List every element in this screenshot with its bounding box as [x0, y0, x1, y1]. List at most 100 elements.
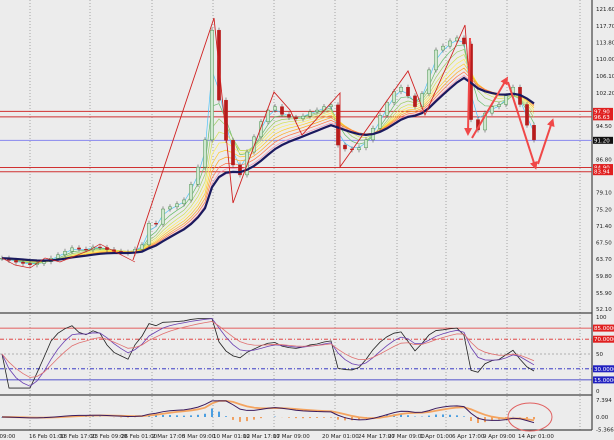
price-axis-label: 121.60	[596, 7, 614, 13]
time-axis-label: 12 Mar 17:00	[243, 434, 280, 440]
price-axis-label: 63.70	[596, 257, 612, 263]
rsi-level-badge	[593, 335, 614, 343]
trend-arrow	[537, 118, 555, 165]
macd-histogram-bar	[169, 415, 171, 417]
rsi-level-label: 70.0000	[594, 337, 614, 343]
rsi-axis-label: 100	[596, 315, 607, 321]
candle	[504, 95, 508, 105]
macd-histogram-bar	[309, 417, 311, 419]
candle	[490, 106, 494, 114]
candle	[294, 117, 298, 119]
price-level-label: 97.90	[594, 109, 610, 115]
candle	[154, 223, 158, 225]
trend-arrow	[464, 37, 473, 136]
price-level-badge	[593, 136, 613, 144]
rsi-level-badge	[593, 324, 614, 332]
candle	[329, 104, 333, 107]
rsi-line	[1, 321, 535, 378]
candle	[287, 114, 291, 118]
time-axis-label: 27 Mar 09:00	[388, 434, 425, 440]
price-axis-label: 86.80	[596, 157, 612, 163]
rsi-line	[1, 318, 535, 389]
macd-histogram-bar	[183, 415, 185, 417]
macd-histogram-bar	[428, 415, 430, 417]
candle	[378, 115, 382, 129]
price-axis-label: 75.20	[596, 207, 612, 213]
candle	[392, 91, 396, 103]
price-axis-label: 59.80	[596, 274, 612, 280]
candle	[308, 111, 312, 117]
rsi-level-badge	[593, 376, 614, 384]
macd-histogram-bar	[533, 417, 535, 420]
macd-histogram-bar	[316, 417, 318, 418]
rsi-level-label: 85.0000	[594, 326, 614, 332]
time-axis-label: 20 Mar 01:00	[322, 434, 359, 440]
macd-histogram-bar	[442, 414, 444, 417]
candle	[497, 104, 501, 107]
macd-histogram-bar	[435, 414, 437, 417]
macd-histogram-bar	[526, 417, 528, 419]
macd-signal-line	[1, 399, 535, 422]
macd-histogram-bar	[477, 417, 479, 424]
candle	[441, 45, 445, 51]
candle	[273, 106, 277, 111]
macd-histogram-bar	[190, 415, 192, 417]
candle	[140, 244, 144, 250]
candle	[532, 125, 536, 141]
ma-ribbon-line	[1, 58, 535, 263]
price-axis-label: 117.70	[596, 24, 614, 30]
candle	[63, 251, 67, 256]
candle	[413, 95, 417, 107]
time-axis-label: 26 Feb 01:00	[121, 434, 158, 440]
ma-ribbon-line	[1, 48, 535, 264]
candle	[483, 112, 487, 131]
macd-histogram-bar	[302, 417, 304, 419]
candle	[147, 223, 151, 246]
candle	[238, 164, 242, 176]
time-axis-label: Feb 09:00	[0, 434, 16, 440]
macd-histogram-bar	[358, 417, 360, 420]
time-axis-label: 23 Feb 09:00	[91, 434, 128, 440]
ma-ribbon-line	[1, 71, 535, 262]
macd-axis-label: 0.00	[596, 415, 609, 421]
macd-line	[1, 400, 535, 424]
macd-histogram-bar	[295, 417, 297, 419]
macd-histogram-bar	[148, 415, 150, 417]
time-axis-label: 1 Apr 01:00	[420, 434, 453, 440]
candle	[14, 260, 18, 263]
rsi-level-badge	[593, 365, 614, 373]
macd-histogram-bar	[253, 417, 255, 420]
ma-ribbon-line	[1, 78, 535, 261]
time-axis-label: 10 Mar 01:00	[213, 434, 250, 440]
macd-histogram-bar	[337, 417, 339, 420]
candle	[21, 261, 25, 264]
time-axis-label: 18 Feb 17:00	[60, 434, 97, 440]
candle	[28, 263, 32, 265]
candle	[84, 248, 88, 251]
candle	[266, 109, 270, 122]
macd-histogram-bar	[449, 414, 451, 417]
price-level-badge	[593, 168, 613, 176]
candle	[336, 104, 340, 146]
macd-histogram-bar	[470, 417, 472, 422]
candle	[357, 147, 361, 151]
macd-histogram-bar	[330, 417, 332, 418]
time-axis-label: 5 Mar 09:00	[182, 434, 216, 440]
candle	[56, 254, 60, 259]
zigzag-drawing	[1, 243, 136, 269]
rsi-level-label: 30.0000	[594, 367, 614, 373]
price-axis-label: 67.50	[596, 241, 612, 247]
ma-ribbon-line	[1, 75, 535, 262]
candle	[98, 246, 102, 249]
trend-arrow	[471, 76, 509, 139]
candle	[343, 144, 347, 150]
candle	[448, 40, 452, 47]
macd-histogram-bar	[218, 411, 220, 417]
candle	[203, 139, 207, 168]
candle	[182, 199, 186, 205]
price-axis-label: 55.90	[596, 291, 612, 297]
candle	[252, 136, 256, 153]
price-level-badge	[593, 164, 613, 172]
candle	[301, 115, 305, 119]
